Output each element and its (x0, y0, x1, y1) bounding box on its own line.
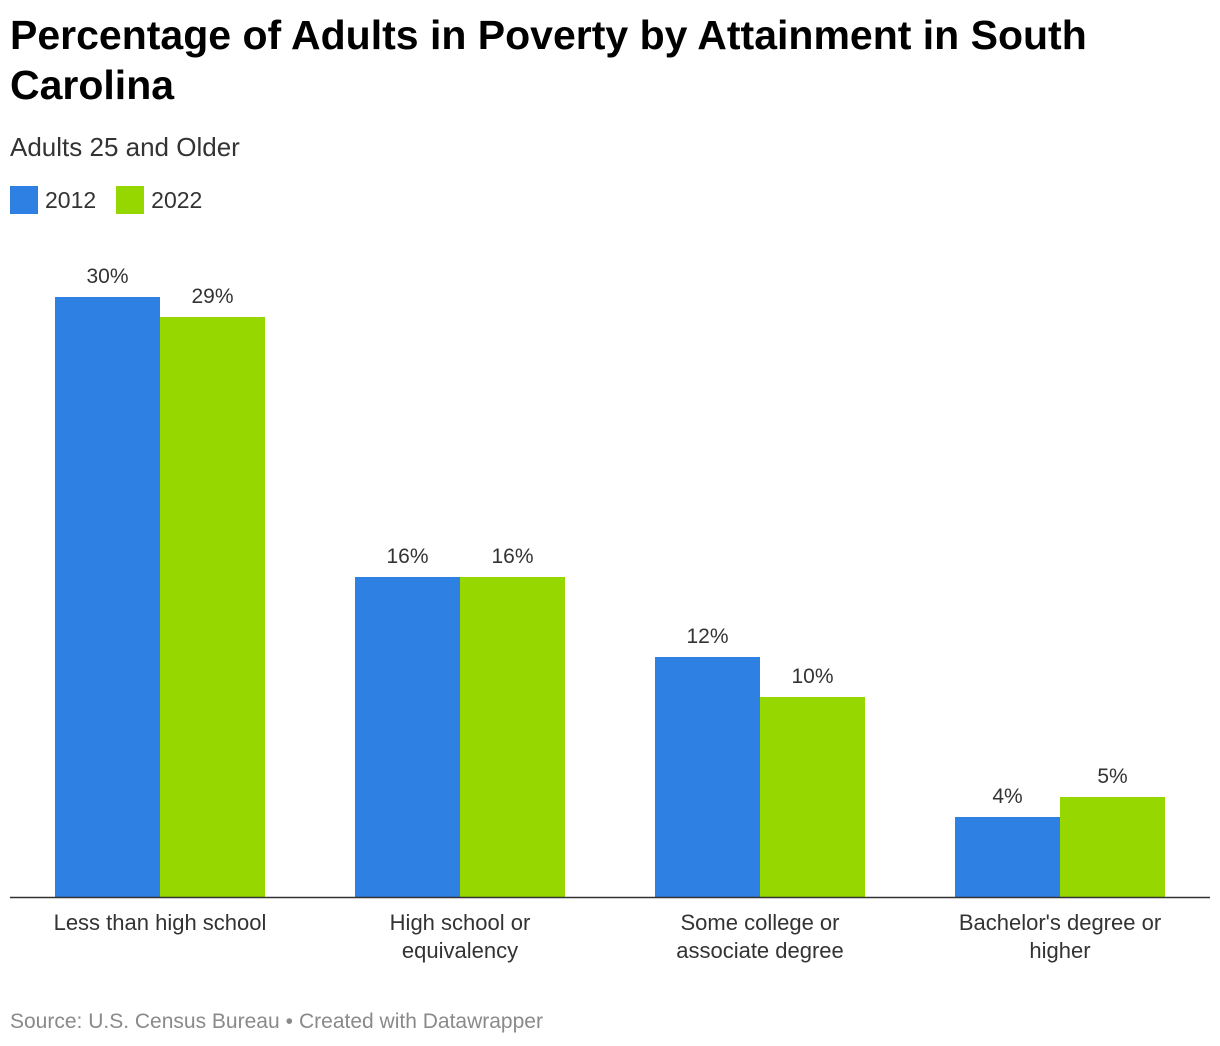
data-label-2012-0: 30% (86, 265, 128, 288)
category-label-1: High school or equivalency (390, 910, 531, 963)
bar-2022-0 (160, 317, 265, 897)
legend-label-2012: 2012 (45, 186, 97, 213)
bar-2012-2 (655, 657, 760, 897)
footer: Source: U.S. Census Bureau • Created with … (10, 1010, 543, 1034)
bar-chart: 30% 29% Less than high school 16% 16% High sc… (10, 265, 1210, 963)
chart-subtitle: Adults 25 and Older (10, 132, 240, 162)
legend-label-2022: 2022 (151, 186, 203, 213)
legend: 2012 2022 (10, 186, 222, 214)
data-label-2012-1: 16% (386, 545, 428, 568)
data-label-2022-1: 16% (491, 545, 533, 568)
data-label-2012-3: 4% (992, 785, 1022, 808)
data-label-2012-2: 12% (686, 625, 728, 648)
legend-item-2022: 2022 (116, 186, 202, 214)
legend-swatch-2022 (116, 186, 145, 214)
legend-item-2012: 2012 (10, 186, 96, 214)
category-label-2: Some college or associate degree (676, 910, 844, 963)
bar-2022-2 (760, 697, 865, 897)
chart-title: Percentage of Adults in Poverty by Attai… (10, 12, 1087, 108)
bar-2012-1 (355, 577, 460, 897)
credit-note: Created with Datawrapper (299, 1010, 543, 1033)
bar-2012-0 (55, 297, 160, 897)
legend-swatch-2012 (10, 186, 38, 214)
category-label-3: Bachelor's degree or higher (959, 910, 1161, 963)
data-label-2022-3: 5% (1097, 765, 1127, 788)
category-label-0: Less than high school (54, 910, 267, 935)
footer-separator: • (285, 1010, 293, 1033)
data-label-2022-2: 10% (791, 665, 833, 688)
bar-2022-1 (460, 577, 565, 897)
source-note: Source: U.S. Census Bureau (10, 1010, 280, 1033)
bar-2012-3 (955, 817, 1060, 897)
bar-2022-3 (1060, 797, 1165, 897)
data-label-2022-0: 29% (191, 285, 233, 308)
